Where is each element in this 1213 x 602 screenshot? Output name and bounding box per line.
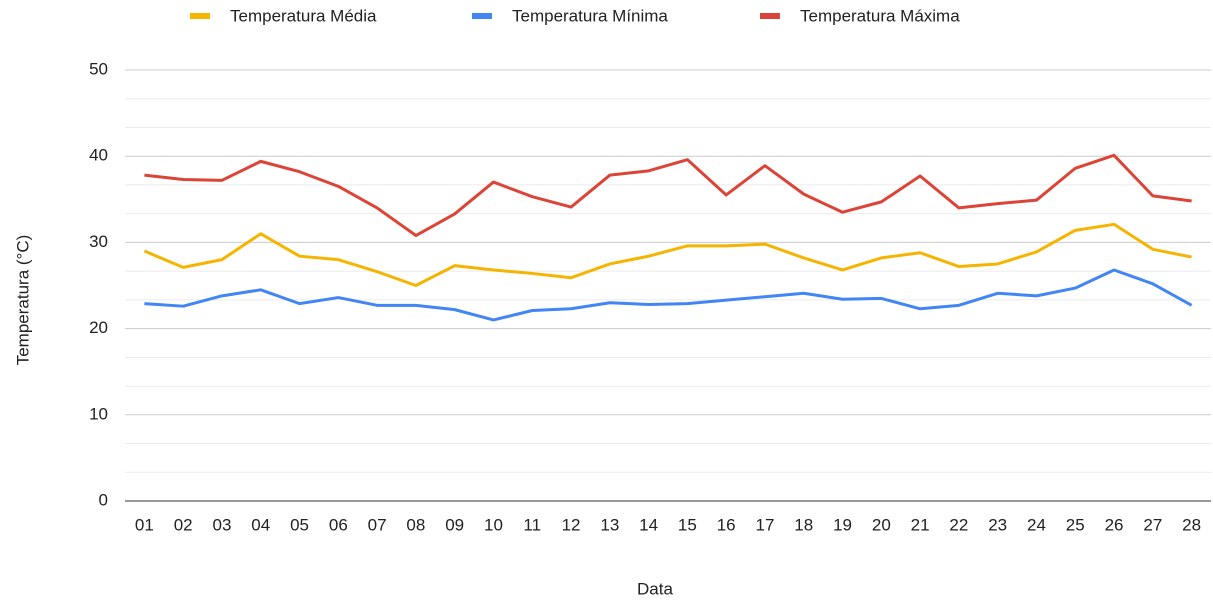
x-tick-label: 24 xyxy=(1027,515,1046,534)
legend-swatch xyxy=(760,13,780,19)
x-tick-label: 08 xyxy=(406,515,425,534)
x-tick-label: 03 xyxy=(213,515,232,534)
y-tick-label: 20 xyxy=(89,318,108,337)
x-axis-label: Data xyxy=(637,579,673,598)
x-tick-label: 07 xyxy=(368,515,387,534)
x-tick-label: 10 xyxy=(484,515,503,534)
x-tick-label: 05 xyxy=(290,515,309,534)
series-line xyxy=(144,268,1193,322)
y-tick-label: 40 xyxy=(89,146,108,165)
x-tick-label: 01 xyxy=(135,515,154,534)
x-tick-label: 13 xyxy=(600,515,619,534)
legend-swatch xyxy=(190,13,210,19)
x-tick-label: 12 xyxy=(562,515,581,534)
x-tick-label: 06 xyxy=(329,515,348,534)
x-tick-label: 28 xyxy=(1182,515,1201,534)
y-tick-label: 50 xyxy=(89,59,108,78)
x-tick-label: 09 xyxy=(445,515,464,534)
y-tick-label: 30 xyxy=(89,232,108,251)
legend-label: Temperatura Média xyxy=(230,6,377,25)
legend-label: Temperatura Máxima xyxy=(800,6,960,25)
x-tick-label: 19 xyxy=(833,515,852,534)
x-tick-label: 20 xyxy=(872,515,891,534)
x-tick-label: 14 xyxy=(639,515,658,534)
x-tick-label: 04 xyxy=(251,515,270,534)
x-tick-label: 27 xyxy=(1143,515,1162,534)
x-tick-label: 26 xyxy=(1105,515,1124,534)
y-tick-label: 0 xyxy=(99,490,108,509)
x-tick-label: 23 xyxy=(988,515,1007,534)
x-tick-label: 11 xyxy=(523,515,541,534)
x-tick-label: 18 xyxy=(794,515,813,534)
series-line xyxy=(144,153,1192,238)
x-tick-label: 25 xyxy=(1066,515,1085,534)
x-tick-label: 21 xyxy=(911,515,930,534)
legend-swatch xyxy=(472,13,492,19)
legend-label: Temperatura Mínima xyxy=(512,6,668,25)
x-tick-label: 16 xyxy=(717,515,736,534)
x-tick-label: 22 xyxy=(949,515,968,534)
x-tick-label: 17 xyxy=(756,515,775,534)
series-line xyxy=(143,222,1192,287)
x-tick-label: 02 xyxy=(174,515,193,534)
y-tick-label: 10 xyxy=(89,404,108,423)
y-axis-label: Temperatura (°C) xyxy=(13,235,32,366)
x-tick-label: 15 xyxy=(678,515,697,534)
